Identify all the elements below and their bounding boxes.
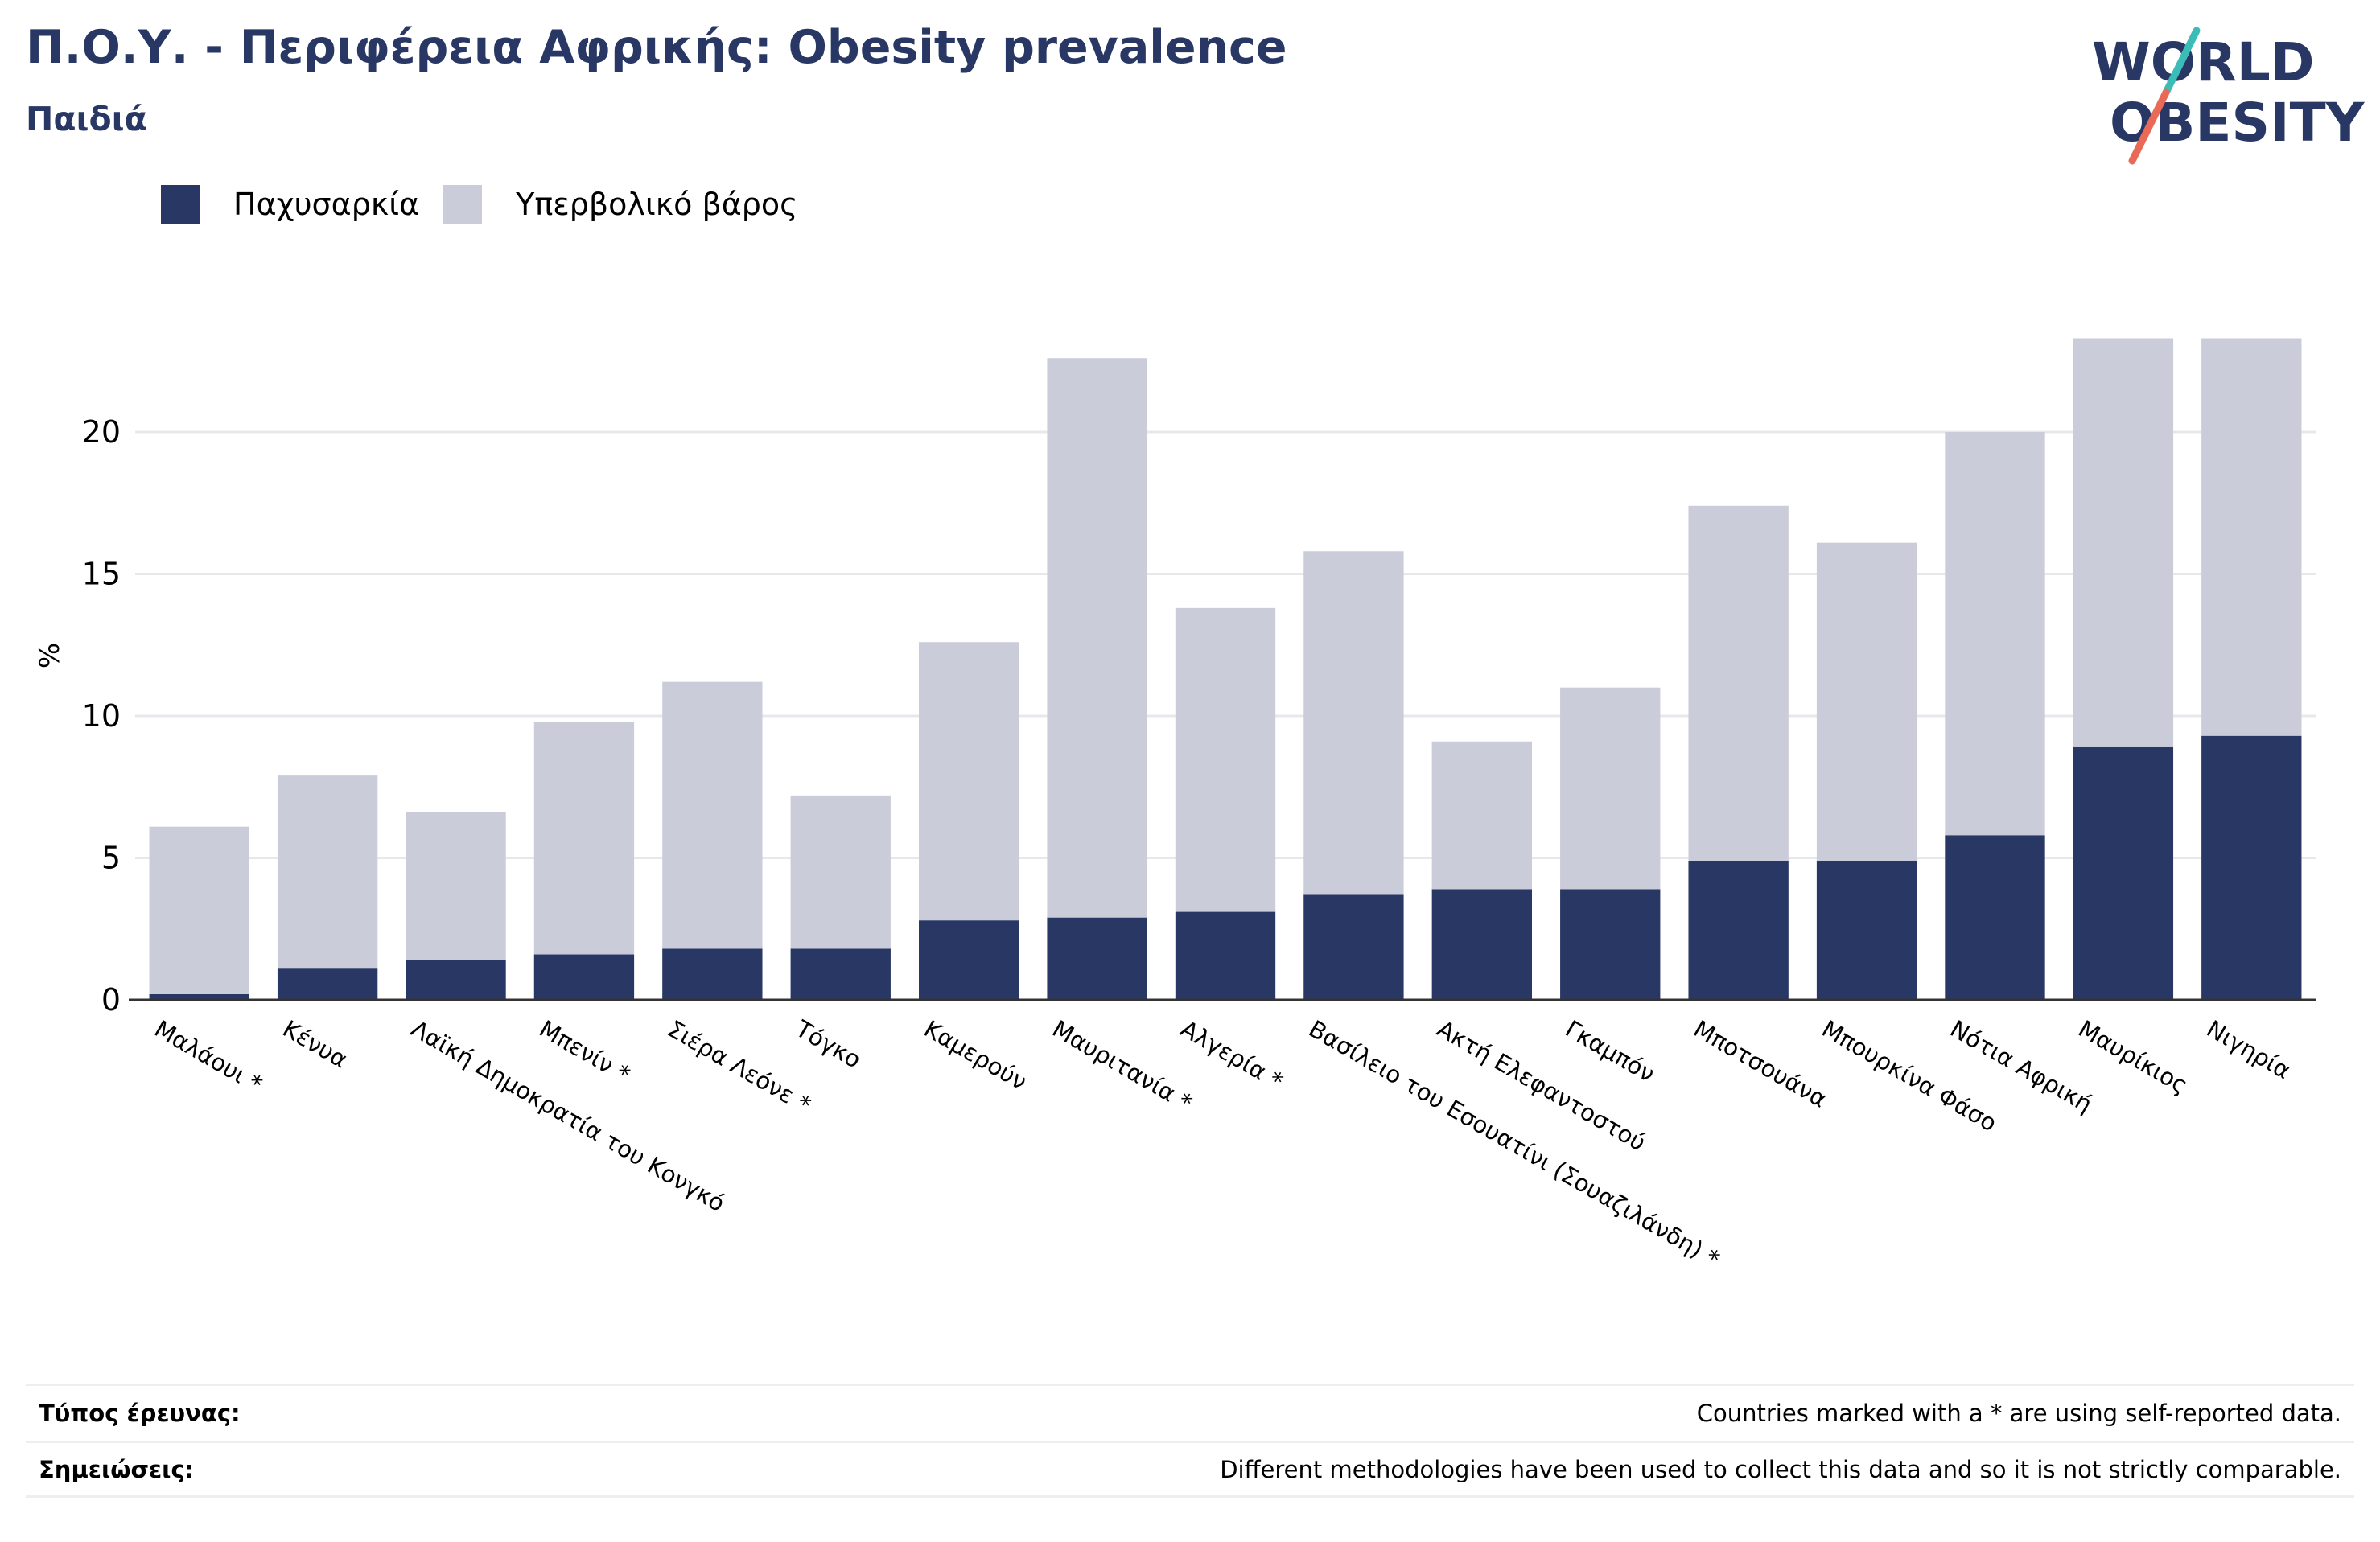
legend-item-overweight: Υπερβολικό βάρος bbox=[443, 185, 797, 224]
legend-swatch-obesity bbox=[161, 185, 200, 224]
footer-survey-label: Τύπος έρευνας: bbox=[39, 1400, 241, 1427]
bar-overweight bbox=[790, 795, 891, 949]
bar-overweight bbox=[1560, 687, 1661, 890]
chart-subtitle: Παιδιά bbox=[26, 100, 147, 138]
chart-title: Π.Ο.Υ. - Περιφέρεια Αφρικής: Obesity pre… bbox=[26, 21, 1287, 74]
bar-overweight bbox=[277, 775, 378, 969]
legend-swatch-overweight bbox=[443, 185, 483, 224]
logo-slash-coral bbox=[2128, 88, 2170, 165]
bar-obesity bbox=[406, 960, 506, 1000]
world-obesity-logo: WORLD OBESITY bbox=[2092, 27, 2366, 165]
bar-overweight bbox=[2073, 338, 2174, 747]
bar-overweight bbox=[1688, 505, 1789, 861]
logo-text-world: WORLD bbox=[2092, 31, 2315, 93]
x-tick-label: Μαλάουι * bbox=[150, 1015, 267, 1099]
bar-overweight bbox=[919, 642, 1019, 921]
bar-obesity bbox=[1945, 835, 2045, 1000]
legend-label-overweight: Υπερβολικό βάρος bbox=[516, 187, 798, 222]
legend-item-obesity: Παχυσαρκία bbox=[161, 185, 419, 224]
bar-overweight bbox=[1175, 607, 1276, 912]
footer-notes-row: Σημειώσεις: Different methodologies have… bbox=[26, 1441, 2354, 1498]
bar-obesity bbox=[2073, 746, 2174, 1000]
x-tick-label: Σιέρα Λεόνε * bbox=[663, 1015, 816, 1119]
bar-obesity bbox=[1431, 889, 1532, 1000]
bar-overweight bbox=[1303, 551, 1404, 895]
x-tick-label: Μπενίν * bbox=[534, 1015, 634, 1088]
bar-obesity bbox=[2201, 735, 2302, 1000]
x-tick-label: Καμερούν bbox=[920, 1015, 1031, 1096]
chart-footer: Τύπος έρευνας: Countries marked with a *… bbox=[26, 1384, 2354, 1498]
footer-survey-row: Τύπος έρευνας: Countries marked with a *… bbox=[26, 1384, 2354, 1441]
x-tick-label: Μαυρίκιος bbox=[2073, 1015, 2193, 1100]
bar-overweight bbox=[406, 812, 506, 960]
x-tick-label: Τόγκο bbox=[790, 1014, 866, 1074]
bar-overweight bbox=[533, 722, 635, 955]
y-tick-label: 10 bbox=[82, 698, 121, 734]
chart-legend: Παχυσαρκία Υπερβολικό βάρος bbox=[161, 185, 821, 224]
x-tick-label: Γκαμπόν bbox=[1561, 1015, 1660, 1088]
bar-obesity bbox=[533, 954, 635, 1000]
bar-obesity bbox=[1688, 861, 1789, 1000]
y-tick-label: 5 bbox=[101, 841, 121, 876]
footer-notes-text: Different methodologies have been used t… bbox=[1220, 1455, 2341, 1483]
bar-obesity bbox=[1047, 917, 1147, 1000]
logo-slash-teal bbox=[2162, 27, 2201, 97]
bar-obesity bbox=[919, 920, 1019, 1000]
x-tick-label: Νιγηρία bbox=[2202, 1015, 2296, 1085]
y-axis-label: % bbox=[34, 643, 66, 668]
bar-overweight bbox=[1816, 542, 1917, 861]
bar-obesity bbox=[1303, 894, 1404, 1000]
bars-layer bbox=[149, 338, 2302, 1000]
y-tick-label: 0 bbox=[101, 982, 121, 1018]
x-tick-label: Κένυα bbox=[278, 1015, 352, 1074]
bar-obesity bbox=[790, 948, 891, 1000]
bar-obesity bbox=[277, 968, 378, 1000]
bar-overweight bbox=[1431, 741, 1532, 890]
y-tick-label: 15 bbox=[82, 557, 121, 592]
bar-obesity bbox=[149, 993, 249, 1000]
bar-obesity bbox=[662, 948, 763, 1000]
bar-obesity bbox=[1816, 861, 1917, 1000]
bar-obesity bbox=[1175, 911, 1276, 1000]
y-tick-label: 20 bbox=[82, 414, 121, 450]
bar-overweight bbox=[2201, 338, 2302, 736]
bar-overweight bbox=[1047, 358, 1147, 918]
bar-overweight bbox=[662, 681, 763, 949]
bar-overweight bbox=[149, 826, 249, 994]
footer-notes-label: Σημειώσεις: bbox=[39, 1455, 195, 1483]
x-tick-label: Μποτσουάνα bbox=[1689, 1015, 1831, 1113]
x-tick-label: Αλγερία * bbox=[1176, 1015, 1288, 1096]
bar-overweight bbox=[1945, 432, 2045, 836]
footer-survey-text: Countries marked with a * are using self… bbox=[1696, 1400, 2341, 1427]
bar-obesity bbox=[1560, 889, 1661, 1000]
legend-label-obesity: Παχυσαρκία bbox=[233, 187, 420, 222]
x-tick-label: Μαυριτανία * bbox=[1048, 1015, 1196, 1117]
x-tick-label: Ακτή Ελεφαντοστού bbox=[1432, 1015, 1650, 1157]
